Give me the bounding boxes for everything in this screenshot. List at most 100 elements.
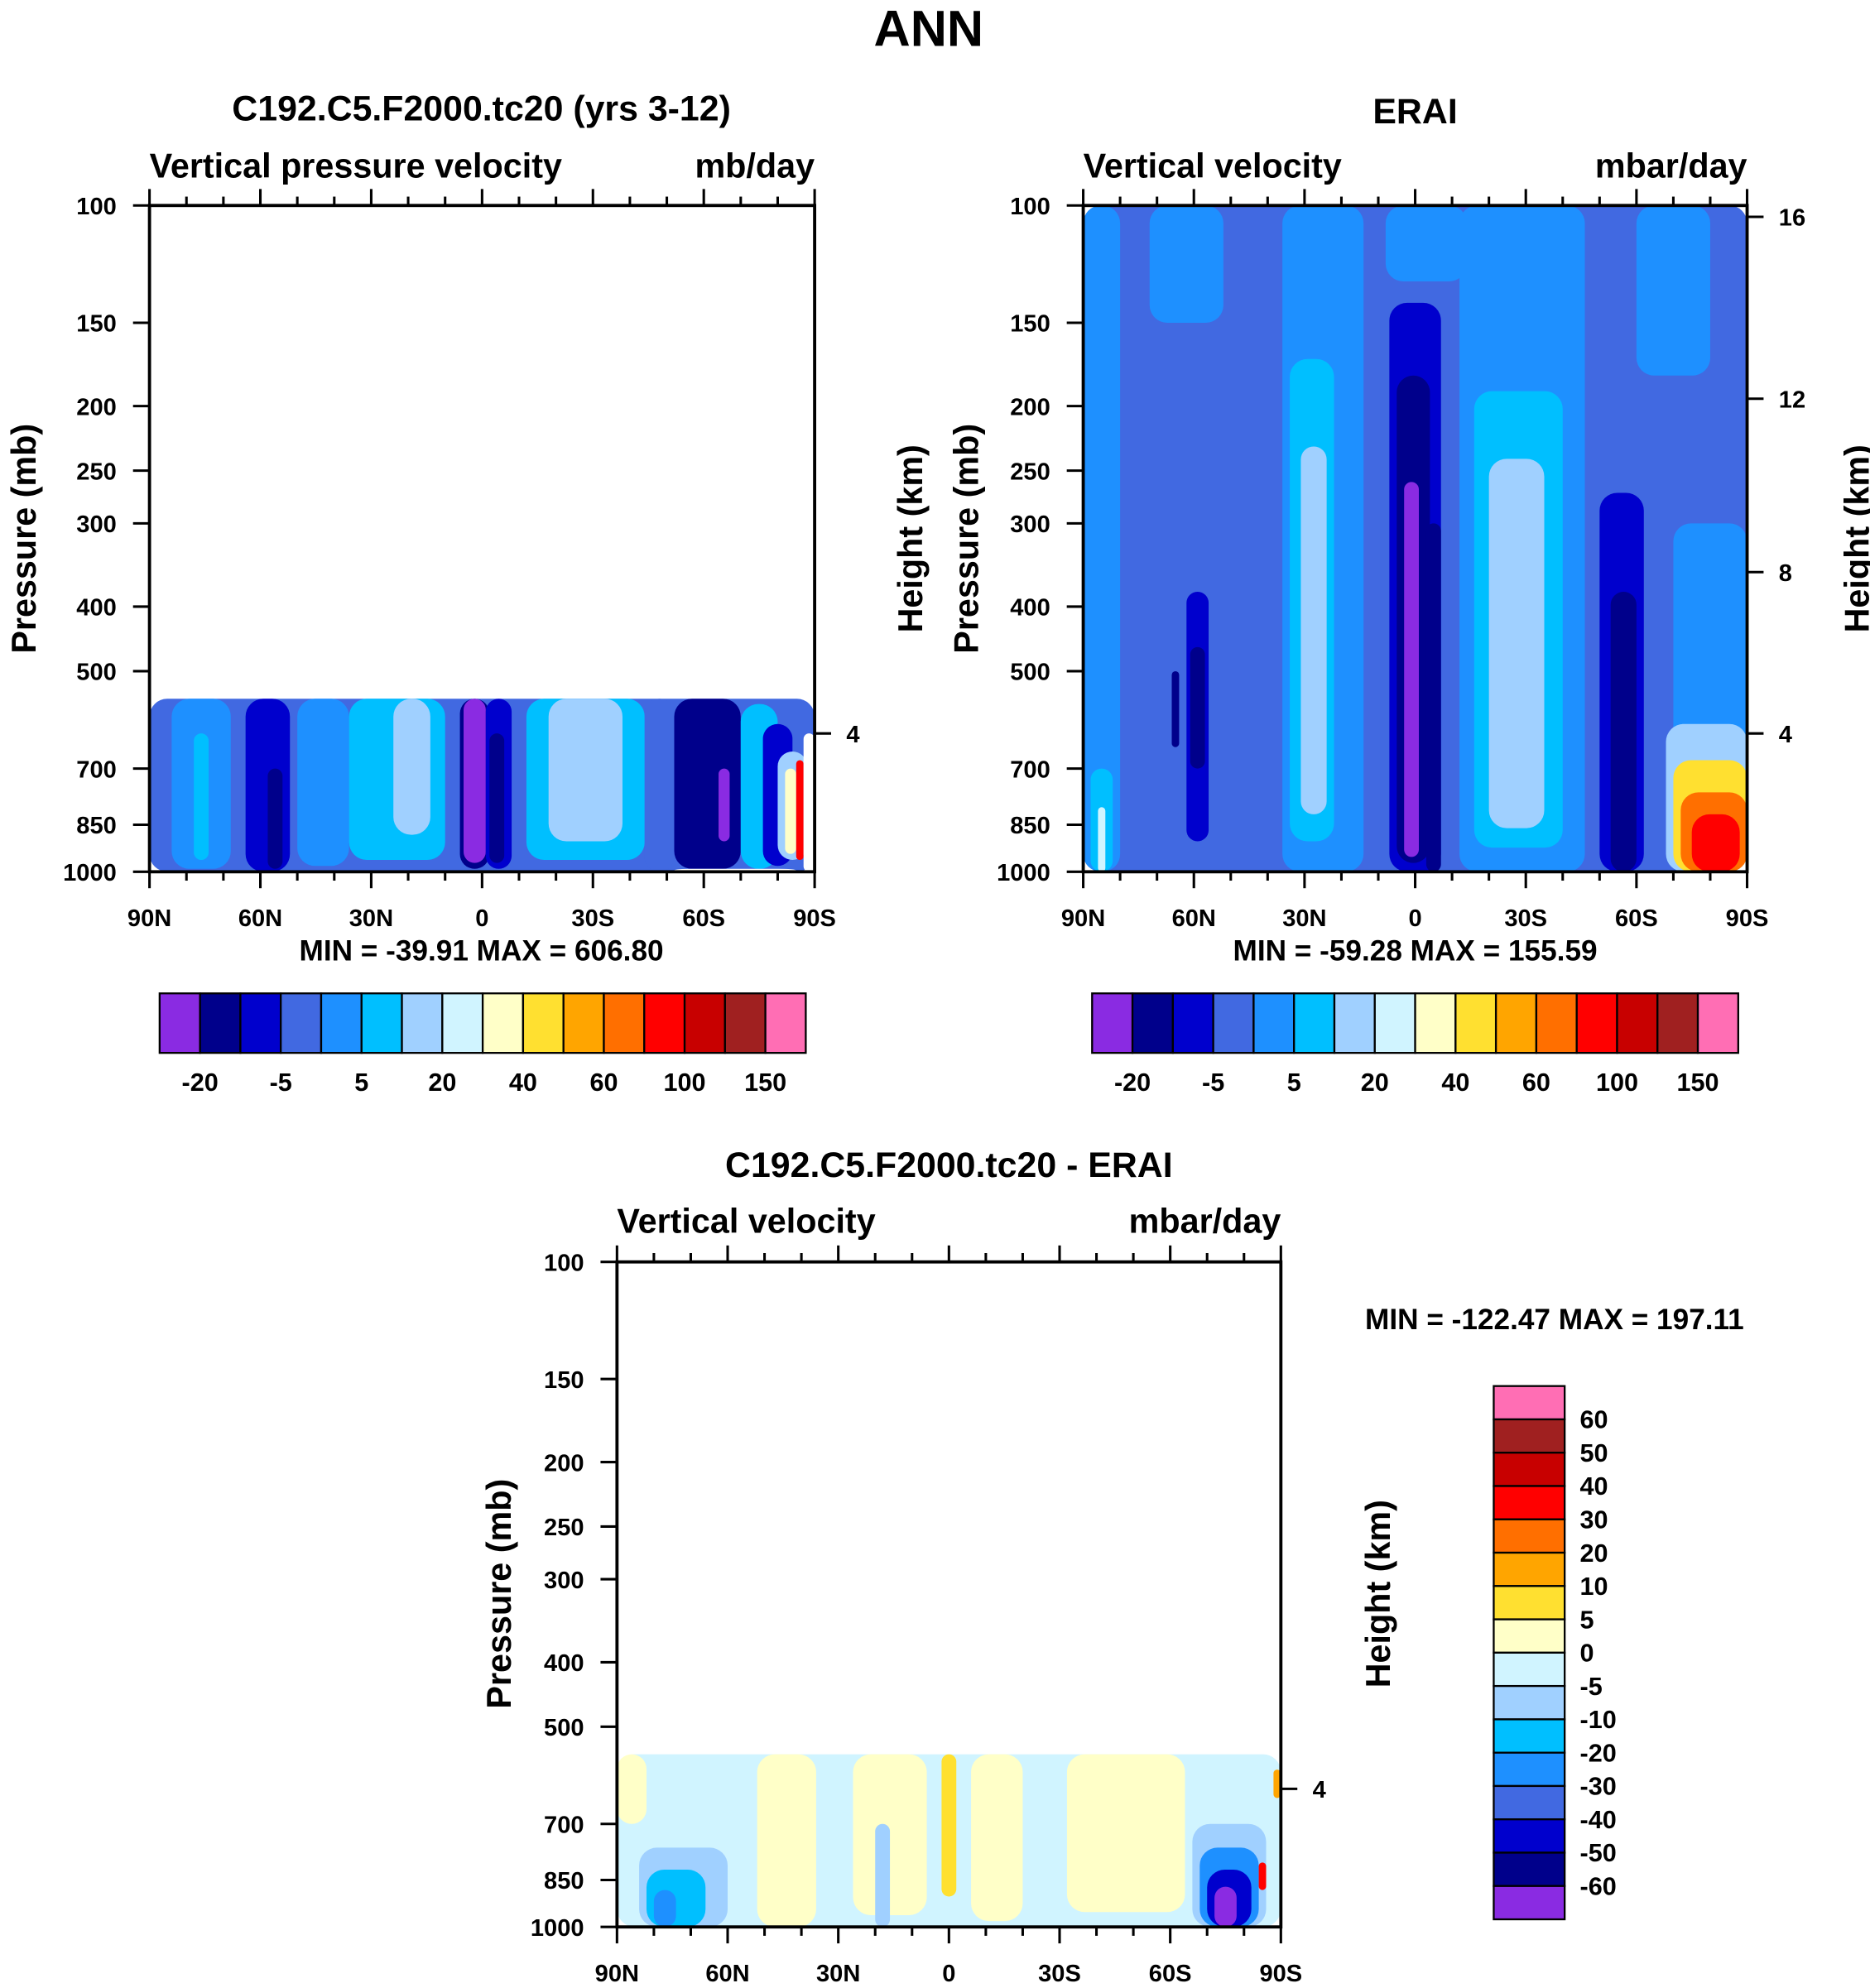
colorbar-box	[1091, 992, 1134, 1054]
colorbar-label: -20	[182, 1068, 219, 1097]
colorbar-box	[643, 992, 686, 1054]
colorbar-box	[764, 992, 807, 1054]
colorbar-label: 5	[1580, 1606, 1594, 1634]
x-tick-label: 90N	[127, 905, 171, 932]
x-tick-label: 30N	[349, 905, 393, 932]
colorbar-box	[1493, 1518, 1566, 1554]
colorbar-label: 60	[1522, 1068, 1550, 1097]
x-tick-label: 60N	[238, 905, 282, 932]
x-tick-label: 60S	[1615, 905, 1658, 932]
colorbar-label: 40	[1580, 1472, 1608, 1501]
colorbar-label: 100	[1596, 1068, 1638, 1097]
colorbar-label: 40	[509, 1068, 537, 1097]
colorbar-label: -20	[1580, 1739, 1617, 1767]
colorbar-box	[158, 992, 201, 1054]
colorbar-box	[562, 992, 605, 1054]
contour-field	[149, 699, 815, 872]
colorbar-label: -5	[1580, 1673, 1603, 1701]
contour-field	[617, 1754, 1281, 1928]
colorbar-box	[1493, 1551, 1566, 1587]
colorbar-box	[1493, 1751, 1566, 1788]
colorbar-label: 5	[354, 1068, 368, 1097]
colorbar-label: -20	[1114, 1068, 1151, 1097]
height-axis-label-right: Height (km)	[1838, 444, 1870, 632]
colorbar-label: 50	[1580, 1439, 1608, 1467]
colorbar-box	[683, 992, 726, 1054]
contour-region	[1190, 646, 1205, 769]
colorbar-box	[1493, 1418, 1566, 1454]
colorbar-box	[1493, 1385, 1566, 1421]
y-tick-label: 400	[76, 595, 117, 622]
colorbar-box	[1493, 1851, 1566, 1887]
contour-region	[785, 768, 796, 854]
panel-3: 90N 60N 30N 0 30S 60S 90S100150200250300400500…	[480, 1145, 1744, 1987]
colorbar-label: 20	[428, 1068, 456, 1097]
contour-field	[1083, 205, 1747, 872]
contour-region	[617, 1754, 647, 1824]
y-tick-label: 1000	[63, 860, 117, 886]
colorbar-box	[1493, 1718, 1566, 1754]
y-tick-label: 100	[76, 194, 117, 220]
y-tick-label: 850	[544, 1868, 584, 1894]
y-tick-label: 1000	[531, 1915, 584, 1942]
min-max-stats: MIN = -59.28 MAX = 155.59	[1233, 934, 1598, 967]
y-tick-label: 700	[76, 756, 117, 783]
height-axis-label-right: Height (km)	[1359, 1500, 1397, 1688]
y-tick-label: 500	[1010, 660, 1050, 686]
y-tick-label: 400	[544, 1650, 584, 1677]
x-tick-label: 30N	[1282, 905, 1326, 932]
x-tick-label: 60N	[1172, 905, 1216, 932]
colorbar-box	[360, 992, 403, 1054]
y-tick-label: 400	[1010, 595, 1050, 622]
contour-region	[393, 699, 430, 835]
colorbar-box	[1414, 992, 1457, 1054]
y-tick-label: 100	[544, 1250, 584, 1276]
x-tick-label: 60S	[682, 905, 725, 932]
left-subtitle: Vertical velocity	[617, 1202, 875, 1240]
main-title: ANN	[874, 0, 984, 56]
y-tick-label: 700	[544, 1812, 584, 1838]
colorbar-box	[1493, 1818, 1566, 1854]
colorbar-box	[1212, 992, 1255, 1054]
contour-region	[875, 1823, 891, 1928]
x-tick-label: 90S	[1259, 1961, 1302, 1987]
left-subtitle: Vertical pressure velocity	[150, 147, 562, 185]
colorbar-box	[1696, 992, 1739, 1054]
contour-region	[194, 733, 209, 861]
contour-region	[1488, 459, 1545, 828]
contour-region	[644, 699, 675, 872]
colorbar-box	[481, 992, 525, 1054]
contour-region	[1610, 592, 1637, 872]
contour-region	[719, 768, 730, 842]
colorbar-label: 10	[1580, 1573, 1608, 1601]
right-subtitle: mbar/day	[1129, 1202, 1281, 1240]
contour-region	[803, 733, 815, 872]
y-tick-label: 100	[1010, 194, 1050, 220]
contour-region	[1404, 482, 1420, 857]
x-tick-label: 60N	[705, 1961, 749, 1987]
y-tick-label: 850	[76, 813, 117, 839]
y-tick-label: 500	[76, 660, 117, 686]
colorbar-box	[280, 992, 323, 1054]
y-axis-label: Pressure (mb)	[948, 424, 986, 654]
colorbar: -20 -5 5 20 40 60 100 150	[1091, 992, 1739, 1097]
contour-region	[1214, 1886, 1237, 1928]
contour-region	[941, 1754, 957, 1897]
contour-region	[1258, 1862, 1267, 1890]
contour-region	[674, 699, 741, 869]
colorbar-label: -5	[270, 1068, 292, 1097]
colorbar-box	[1131, 992, 1174, 1054]
y-tick-label: 1000	[997, 860, 1050, 886]
panel-title: C192.C5.F2000.tc20 (yrs 3-12)	[232, 89, 731, 129]
x-tick-label: 90N	[1061, 905, 1105, 932]
colorbar-box	[603, 992, 646, 1054]
y-tick-label: 300	[76, 511, 117, 538]
x-tick-label: 0	[1408, 905, 1421, 932]
contour-region	[267, 768, 283, 869]
y-tick-label: 250	[1010, 459, 1050, 485]
x-tick-label: 90N	[595, 1961, 639, 1987]
colorbar-label: -5	[1202, 1068, 1224, 1097]
contour-region	[297, 699, 349, 867]
